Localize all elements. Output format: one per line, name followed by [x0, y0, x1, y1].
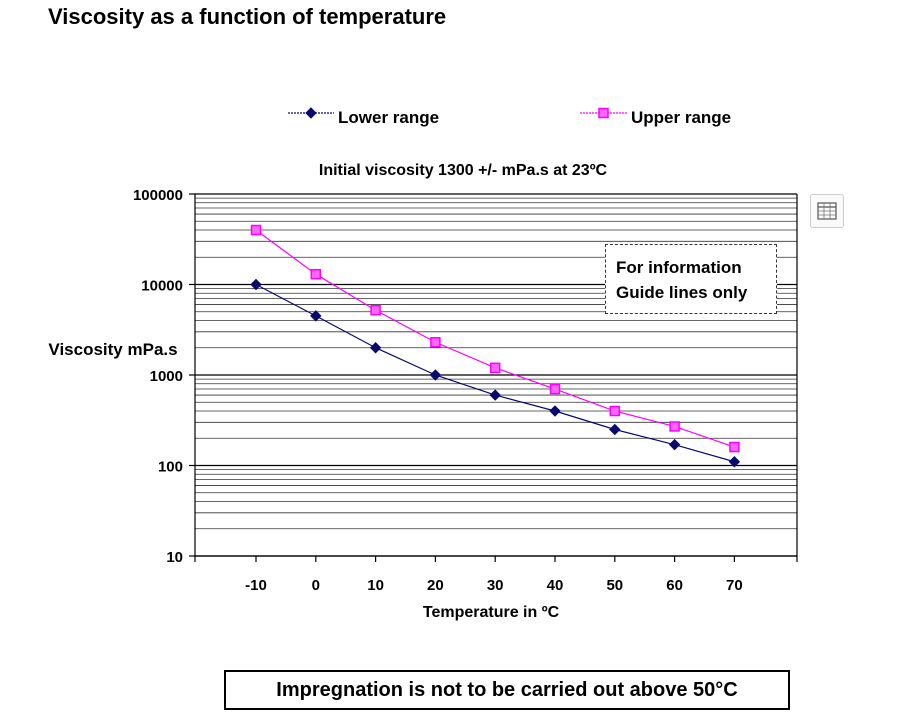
note-line-1: For information [616, 258, 742, 277]
data-point-upper-range [609, 405, 621, 417]
data-point-upper-range [489, 362, 501, 374]
x-tick-label: 0 [312, 577, 320, 594]
x-tick-label: 40 [547, 577, 564, 594]
data-point-lower-range [609, 423, 621, 436]
data-point-upper-range [669, 421, 680, 432]
grid [195, 193, 797, 557]
data-point-lower-range [310, 310, 322, 322]
x-axis-label: Temperature in ºC [423, 604, 560, 621]
info-note: For information Guide lines only [605, 244, 777, 314]
x-tick-label: 50 [606, 577, 623, 594]
data-point-upper-range [430, 337, 441, 348]
y-tick-label: 10000 [141, 278, 183, 295]
page-title: Viscosity as a function of temperature [48, 4, 447, 29]
data-point-lower-range [728, 456, 741, 468]
y-tick-label: 100 [158, 459, 183, 476]
legend-marker-upper-range [598, 107, 609, 119]
axes: 10 100 1000 10000 100000 -10 0 10 20 30 40 50 60 70 [133, 187, 798, 594]
y-tick-label: 1000 [150, 368, 183, 385]
data-point-upper-range [729, 441, 740, 453]
data-point-upper-range [370, 304, 381, 316]
footer-text: Impregnation is not to be carried out ab… [276, 678, 738, 701]
x-tick-label: 60 [666, 577, 683, 594]
series [250, 224, 741, 468]
data-point-lower-range [549, 405, 561, 417]
data-point-lower-range [369, 342, 382, 354]
x-tick-label: -10 [245, 577, 267, 594]
legend-label-upper-range: Upper range [631, 108, 731, 127]
data-point-upper-range [250, 224, 262, 236]
x-tick-label: 30 [487, 577, 504, 594]
y-axis-label: Viscosity mPa.s [48, 340, 177, 359]
data-table-button[interactable] [810, 194, 844, 228]
x-tick-label: 20 [427, 577, 444, 594]
y-tick-label: 100000 [133, 187, 183, 204]
legend: Lower range Upper range [288, 107, 731, 127]
data-point-lower-range [250, 278, 262, 291]
footer-warning: Impregnation is not to be carried out ab… [224, 670, 790, 710]
data-point-lower-range [668, 438, 681, 451]
table-icon [817, 202, 837, 220]
legend-label-lower-range: Lower range [338, 108, 439, 127]
data-point-upper-range [310, 268, 322, 280]
data-point-upper-range [549, 383, 561, 395]
x-tick-label: 70 [726, 577, 743, 594]
data-point-lower-range [429, 369, 442, 381]
data-point-lower-range [489, 389, 501, 401]
x-tick-label: 10 [367, 577, 384, 594]
legend-marker-lower-range [305, 107, 317, 119]
chart-title: Initial viscosity 1300 +/- mPa.s at 23ºC [319, 162, 608, 179]
y-tick-label: 10 [166, 549, 183, 566]
note-line-2: Guide lines only [616, 283, 748, 302]
